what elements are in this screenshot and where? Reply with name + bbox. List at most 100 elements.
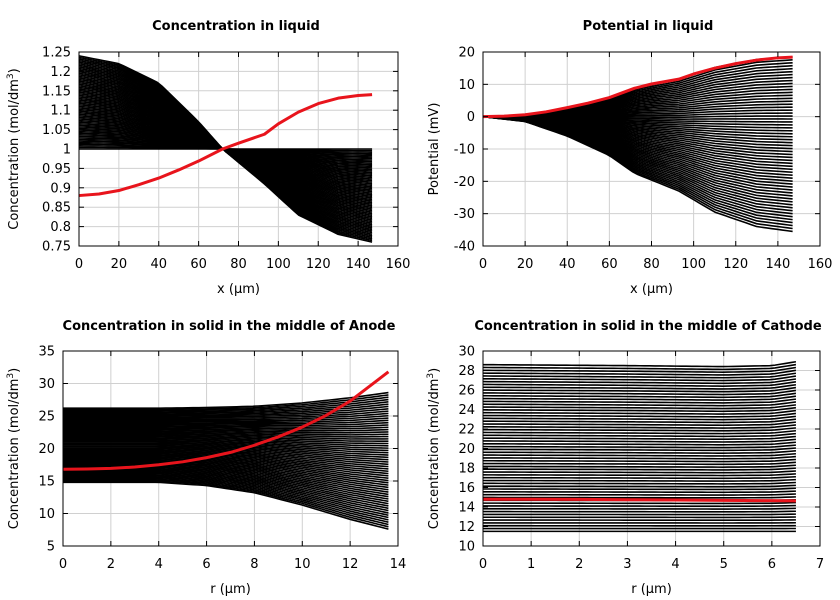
profile-line	[482, 369, 797, 376]
highlight-series-line	[482, 55, 793, 119]
y-tick-label: 1.1	[50, 104, 71, 119]
profile-line	[63, 471, 389, 512]
profile-line	[63, 480, 389, 528]
x-tick-label: 160	[808, 257, 833, 272]
x-tick-label: 100	[681, 257, 706, 272]
x-tick-label: 2	[107, 557, 115, 572]
profile-line	[63, 424, 389, 429]
profile-line	[482, 363, 797, 371]
x-tick-label: 140	[765, 257, 790, 272]
x-tick-label: 8	[250, 557, 258, 572]
profile-line	[482, 490, 796, 494]
profile-line	[63, 428, 389, 434]
profile-line	[482, 452, 796, 457]
x-tick-label: 7	[816, 557, 824, 572]
profile-line	[63, 419, 389, 425]
x-tick-label: 120	[723, 257, 748, 272]
y-tick-label: 10	[458, 540, 475, 555]
profile-line	[482, 372, 797, 379]
y-tick-label: 1	[63, 143, 71, 158]
profile-line	[63, 451, 389, 475]
x-tick-label: 6	[768, 557, 776, 572]
highlight-series-line	[78, 93, 373, 198]
y-axis-label: Potential (mV)	[427, 103, 442, 196]
profile-line	[482, 378, 797, 385]
profile-line	[63, 431, 389, 438]
profile-line	[63, 458, 389, 489]
profile-line	[482, 458, 796, 463]
profile-line	[63, 446, 389, 466]
y-tick-label: 0.85	[42, 201, 71, 216]
y-tick-label: 28	[458, 364, 475, 379]
x-tick-label: 0	[479, 257, 487, 272]
y-tick-label: 30	[38, 377, 55, 392]
x-tick-label: 40	[559, 257, 576, 272]
chart-panel-1: 0 20 40 60 80 100 120 140 160 0.75 0.8 0.85 0.9 0.95 1…	[6, 19, 410, 297]
profile-line	[482, 504, 796, 508]
profile-line	[63, 407, 389, 418]
highlight-series-line	[483, 497, 796, 503]
profile-line	[63, 427, 389, 432]
x-tick-label: 20	[111, 257, 128, 272]
profile-line	[482, 406, 797, 413]
y-axis-label: Concentration (mol/dm3)	[6, 368, 22, 530]
profile-line	[63, 481, 389, 530]
profile-line	[63, 398, 389, 413]
y-tick-label: 26	[458, 384, 475, 399]
profile-line	[63, 435, 389, 445]
y-tick-label: 0	[467, 110, 475, 125]
chart-title: Concentration in solid in the middle of …	[474, 319, 822, 334]
profile-line	[63, 456, 389, 484]
x-tick-label: 4	[671, 557, 679, 572]
profile-line	[482, 409, 797, 415]
x-tick-label: 0	[59, 557, 67, 572]
profile-line	[482, 447, 796, 452]
profile-line	[482, 401, 797, 407]
y-tick-label: 1.05	[42, 123, 71, 138]
x-tick-label: 20	[517, 257, 534, 272]
profile-line	[63, 401, 389, 415]
profile-line	[482, 427, 797, 432]
y-tick-label: 22	[458, 423, 475, 438]
x-axis-label: r (μm)	[631, 582, 672, 597]
y-tick-label: 16	[458, 481, 475, 496]
profile-line	[63, 476, 389, 521]
y-tick-label: -10	[454, 143, 475, 158]
y-tick-label: 1.2	[50, 65, 71, 80]
profile-line	[482, 412, 797, 418]
profile-line	[482, 429, 797, 435]
profile-line	[483, 507, 796, 510]
profile-line	[482, 493, 796, 496]
profile-line	[482, 398, 797, 404]
profile-line	[63, 462, 389, 496]
y-tick-label: -40	[454, 240, 475, 255]
x-tick-label: 0	[479, 557, 487, 572]
profile-line	[63, 412, 389, 421]
profile-line	[483, 513, 796, 516]
x-axis-label: x (μm)	[217, 282, 260, 297]
profile-line	[63, 436, 389, 447]
x-tick-label: 2	[575, 557, 583, 572]
profile-line	[63, 430, 389, 436]
x-tick-label: 160	[386, 257, 411, 272]
profile-line	[63, 470, 389, 510]
profile-line	[63, 463, 389, 498]
y-tick-label: -20	[454, 175, 475, 190]
y-axis-label: Concentration (mol/dm3)	[426, 368, 442, 530]
x-tick-label: 3	[623, 557, 631, 572]
profile-line	[482, 421, 797, 427]
y-tick-label: 1.25	[42, 46, 71, 61]
profile-line	[63, 465, 389, 500]
x-tick-label: 10	[294, 557, 311, 572]
y-tick-label: 10	[38, 507, 55, 522]
profile-line	[482, 375, 797, 382]
chart-title: Concentration in solid in the middle of …	[63, 319, 396, 334]
profile-line	[63, 472, 389, 514]
profile-line	[63, 414, 389, 422]
profile-line	[482, 381, 797, 387]
y-tick-label: 5	[47, 540, 55, 555]
profile-line	[482, 404, 797, 410]
profile-line	[482, 475, 796, 480]
x-tick-label: 0	[75, 257, 83, 272]
profile-line	[482, 484, 796, 488]
